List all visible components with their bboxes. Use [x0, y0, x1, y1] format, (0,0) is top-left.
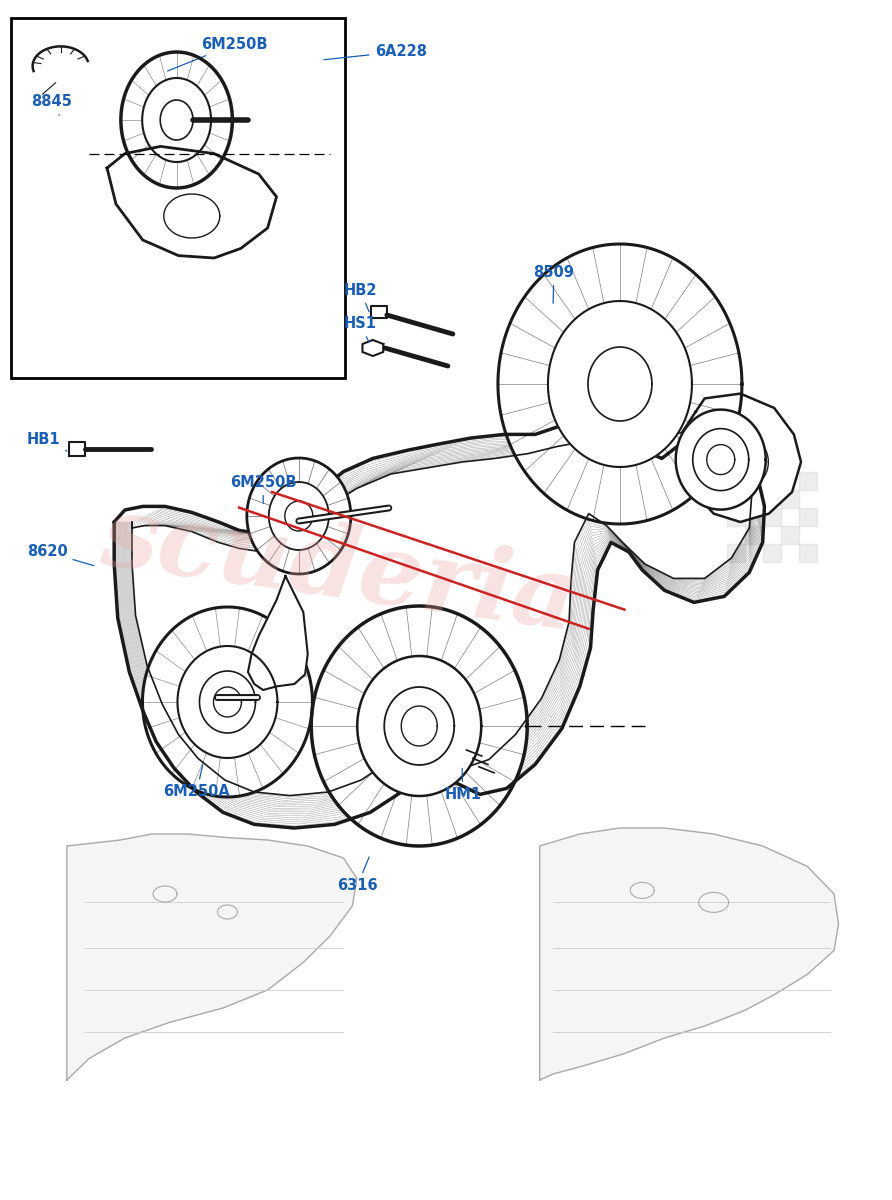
- Polygon shape: [200, 671, 255, 733]
- Polygon shape: [107, 146, 277, 258]
- Polygon shape: [67, 834, 357, 1080]
- Polygon shape: [213, 688, 242, 716]
- Polygon shape: [706, 445, 735, 474]
- Polygon shape: [676, 409, 765, 510]
- Polygon shape: [548, 301, 692, 467]
- Polygon shape: [143, 607, 312, 797]
- Text: HB1: HB1: [27, 432, 67, 451]
- Polygon shape: [727, 472, 745, 490]
- Text: 8509: 8509: [533, 265, 574, 304]
- Bar: [11, 18, 345, 378]
- Text: 6M250B: 6M250B: [230, 475, 297, 504]
- Text: 6316: 6316: [337, 857, 378, 893]
- Text: HM1: HM1: [444, 768, 482, 802]
- Polygon shape: [285, 502, 313, 530]
- Polygon shape: [799, 544, 817, 562]
- Polygon shape: [680, 394, 801, 522]
- Text: HB2: HB2: [343, 283, 377, 312]
- Polygon shape: [120, 52, 233, 188]
- Text: 6A228: 6A228: [324, 44, 426, 60]
- Text: HS1: HS1: [343, 317, 376, 342]
- Polygon shape: [763, 472, 781, 490]
- Polygon shape: [693, 428, 748, 491]
- Polygon shape: [799, 472, 817, 490]
- Polygon shape: [727, 508, 745, 526]
- Polygon shape: [540, 828, 838, 1080]
- Polygon shape: [745, 490, 763, 508]
- Polygon shape: [745, 526, 763, 544]
- Polygon shape: [247, 458, 351, 574]
- Polygon shape: [70, 442, 86, 456]
- Polygon shape: [498, 244, 742, 524]
- Text: 6M250A: 6M250A: [163, 764, 230, 799]
- Text: 8620: 8620: [27, 545, 94, 565]
- Polygon shape: [588, 347, 652, 421]
- Polygon shape: [384, 688, 454, 764]
- Polygon shape: [401, 706, 437, 746]
- Polygon shape: [371, 306, 387, 318]
- Polygon shape: [248, 576, 308, 690]
- Polygon shape: [727, 544, 745, 562]
- Text: 6M250B: 6M250B: [168, 37, 268, 71]
- Polygon shape: [781, 490, 799, 508]
- Text: 8845: 8845: [31, 95, 72, 115]
- Polygon shape: [311, 606, 527, 846]
- Polygon shape: [799, 508, 817, 526]
- Polygon shape: [362, 340, 384, 356]
- Polygon shape: [161, 100, 193, 140]
- Text: scuderia: scuderia: [95, 488, 582, 652]
- Polygon shape: [178, 646, 277, 758]
- Polygon shape: [763, 508, 781, 526]
- Polygon shape: [763, 544, 781, 562]
- Polygon shape: [268, 482, 329, 550]
- Polygon shape: [357, 656, 482, 796]
- Polygon shape: [781, 526, 799, 544]
